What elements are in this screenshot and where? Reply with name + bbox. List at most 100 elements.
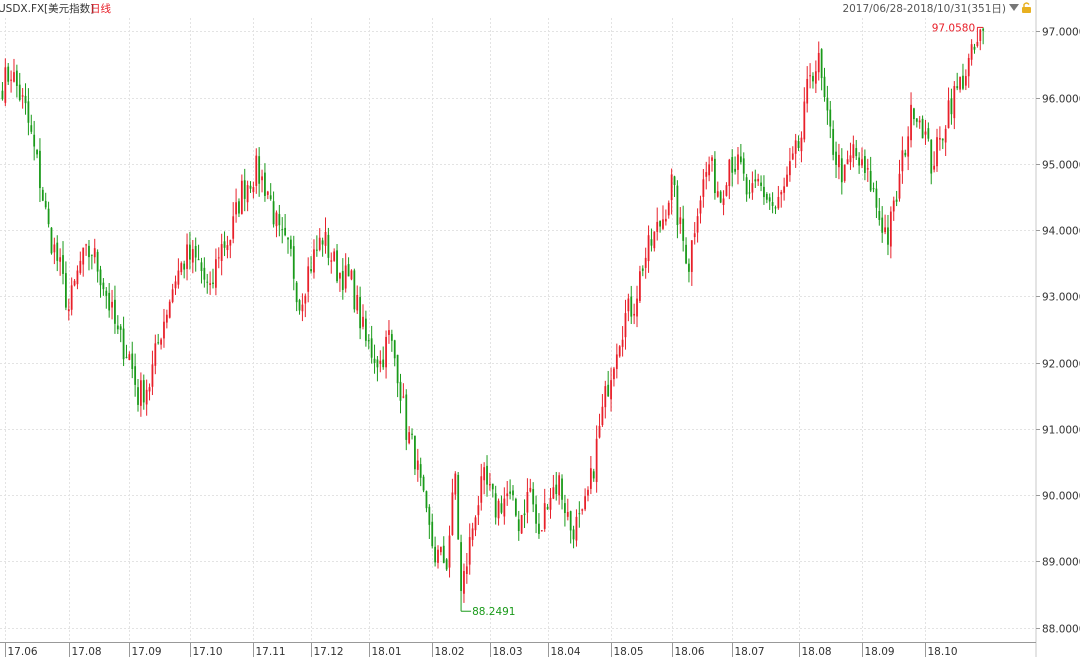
x-tick-label: 18.02 <box>435 646 465 657</box>
date-range-label: 2017/06/28-2018/10/31(351日) <box>842 3 1006 15</box>
candle-body <box>858 157 861 166</box>
candle-body <box>636 298 638 317</box>
candle-body <box>933 165 936 170</box>
candle-body <box>419 464 422 478</box>
candle-body <box>970 44 973 60</box>
candle <box>408 426 411 445</box>
candle <box>13 58 15 83</box>
candle <box>861 147 863 169</box>
candle <box>829 100 832 139</box>
candle-body <box>696 216 699 233</box>
candle-body <box>786 174 788 187</box>
candle-body <box>644 257 647 268</box>
candle <box>852 135 855 168</box>
x-tick-label: 18.06 <box>675 646 705 657</box>
period-label[interactable]: 日线 <box>90 2 111 15</box>
lock-icon[interactable] <box>1022 2 1031 13</box>
candle-body <box>791 153 794 160</box>
candle <box>913 107 915 126</box>
candle-body <box>944 128 947 143</box>
candle-body <box>258 156 261 184</box>
candle <box>142 374 145 410</box>
candle-body <box>601 406 604 426</box>
candle-body <box>535 504 537 524</box>
low-label: 88.2491 <box>472 606 515 618</box>
candle-body <box>621 339 624 347</box>
candle-body <box>780 192 783 195</box>
candle <box>866 158 869 182</box>
candle-body <box>835 151 837 165</box>
candle-body <box>800 137 803 152</box>
candle-body <box>950 98 953 115</box>
candle-body <box>336 250 338 282</box>
candle <box>682 205 685 252</box>
candle <box>970 39 973 66</box>
candle <box>601 394 604 427</box>
candle <box>414 435 416 476</box>
candle-body <box>653 231 656 249</box>
y-tick-label: 92.0000 <box>1042 359 1080 371</box>
candle-body <box>486 465 488 485</box>
candle-body <box>209 283 212 285</box>
candle <box>644 247 647 279</box>
candle <box>269 183 272 201</box>
candle-body <box>321 240 324 245</box>
candle <box>878 197 881 226</box>
candle <box>39 138 41 203</box>
candle <box>748 179 751 199</box>
candle <box>814 60 817 94</box>
candle <box>223 231 226 257</box>
candle <box>298 298 301 315</box>
candle-body <box>777 196 780 209</box>
candle-body <box>451 492 454 535</box>
candle <box>901 136 904 184</box>
candle-body <box>307 266 310 292</box>
candle-body <box>731 157 734 173</box>
candle <box>607 370 610 397</box>
dropdown-arrow-icon[interactable] <box>1009 4 1019 11</box>
candle <box>858 152 861 174</box>
candle <box>910 92 912 148</box>
x-tick-label: 18.10 <box>928 646 958 657</box>
candle-body <box>947 100 950 129</box>
candle-body <box>356 295 359 311</box>
candle-body <box>552 487 555 499</box>
candle <box>774 205 777 215</box>
candle <box>362 304 364 330</box>
candle-body <box>869 170 872 191</box>
candle-body <box>483 467 486 481</box>
candle <box>177 258 180 289</box>
candle <box>463 563 465 603</box>
candle <box>927 122 930 142</box>
candle-body <box>96 251 99 272</box>
candle-body <box>105 290 108 296</box>
candle <box>520 514 523 535</box>
y-tick-label: 90.0000 <box>1042 491 1080 503</box>
candle-body <box>555 484 558 495</box>
candle-body <box>108 292 111 311</box>
candle <box>428 504 431 539</box>
candle <box>800 131 803 163</box>
candle-body <box>217 257 220 259</box>
candle <box>396 354 399 398</box>
candle <box>979 28 982 51</box>
x-tick-label: 17.11 <box>256 646 286 657</box>
candle-body <box>67 309 70 312</box>
candle-body <box>765 193 768 200</box>
candle <box>506 480 509 506</box>
y-tick-label: 88.0000 <box>1042 624 1080 636</box>
candle-body <box>728 159 731 187</box>
candle <box>967 53 970 88</box>
candle-body <box>214 259 217 288</box>
candle-body <box>471 528 474 540</box>
candle-body <box>350 270 353 280</box>
candle <box>786 166 788 187</box>
candle-body <box>73 280 76 286</box>
candle <box>341 258 344 300</box>
candle <box>353 268 356 313</box>
candle <box>676 180 679 239</box>
candle-body <box>685 244 687 264</box>
candle <box>944 125 947 156</box>
